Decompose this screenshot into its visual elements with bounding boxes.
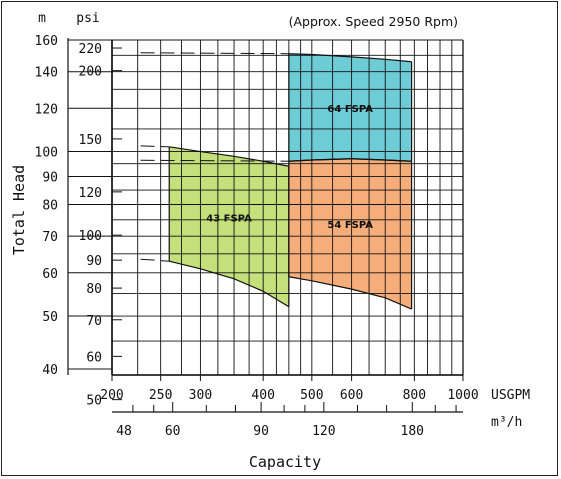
m-unit-label: m: [38, 11, 46, 26]
usgpm-tick-label-200: 200: [100, 388, 123, 403]
m-tick-label-160: 160: [35, 34, 58, 49]
y-axis-title: Total Head: [10, 165, 28, 255]
region-label-43-fspa: 43 FSPA: [206, 214, 252, 225]
m-tick-label-120: 120: [35, 102, 58, 117]
psi-tick-label-100: 100: [79, 229, 102, 244]
psi-tick-label-80: 80: [86, 282, 102, 297]
usgpm-tick-label-300: 300: [189, 388, 212, 403]
54-fspa-lower-curve: [288, 276, 412, 310]
m3h-tick-label-120: 120: [312, 424, 335, 439]
speed-annotation: (Approx. Speed 2950 Rpm): [289, 14, 458, 29]
m-tick-label-80: 80: [42, 198, 58, 213]
usgpm-tick-label-250: 250: [149, 388, 172, 403]
psi-tick-label-200: 200: [79, 65, 102, 80]
region-64-fspa: [288, 53, 412, 162]
psi-tick-label-60: 60: [86, 350, 102, 365]
m3h-tick-label-48: 48: [116, 424, 132, 439]
m-tick-label-60: 60: [42, 267, 58, 282]
m3h-tick-label-60: 60: [165, 424, 181, 439]
usgpm-tick-label-1000: 1000: [447, 388, 478, 403]
m-tick-label-100: 100: [35, 146, 58, 161]
43-fspa-lower-dashed: [140, 258, 170, 262]
psi-tick-label-120: 120: [79, 186, 102, 201]
psi-tick-label-220: 220: [79, 42, 102, 57]
43-fspa-lower-curve: [169, 260, 290, 308]
usgpm-tick-label-500: 500: [300, 388, 323, 403]
64-fspa-upper-curve: [288, 53, 412, 63]
region-label-54-fspa: 54 FSPA: [327, 220, 373, 231]
43-fspa-upper-dashed: [140, 145, 170, 148]
psi-tick-label-90: 90: [86, 254, 102, 269]
54-fspa-upper-dashed: [140, 159, 289, 162]
64-fspa-lower-curve: [288, 158, 412, 162]
psi-tick-label-70: 70: [86, 314, 102, 329]
m-tick-label-50: 50: [42, 310, 58, 325]
m-tick-label-140: 140: [35, 66, 58, 81]
usgpm-tick-label-800: 800: [403, 388, 426, 403]
m-tick-label-40: 40: [42, 363, 58, 378]
x-axis-title: Capacity: [249, 453, 321, 471]
m3h-tick-label-90: 90: [253, 424, 269, 439]
region-54-fspa: [288, 158, 412, 310]
m3h-unit-label: m³/h: [491, 415, 522, 430]
usgpm-tick-label-400: 400: [251, 388, 274, 403]
43-fspa-upper-curve: [169, 146, 289, 167]
m3h-tick-label-180: 180: [401, 424, 424, 439]
psi-tick-label-50: 50: [86, 394, 102, 409]
usgpm-tick-label-600: 600: [340, 388, 363, 403]
64-fspa-upper-dashed: [140, 52, 289, 55]
usgpm-unit-label: USGPM: [491, 388, 530, 403]
psi-unit-label: psi: [76, 11, 99, 26]
psi-tick-label-150: 150: [79, 133, 102, 148]
m-tick-label-70: 70: [42, 230, 58, 245]
region-43-fspa: [169, 146, 289, 307]
m-tick-label-90: 90: [42, 171, 58, 186]
region-label-64-fspa: 64 FSPA: [327, 104, 373, 115]
